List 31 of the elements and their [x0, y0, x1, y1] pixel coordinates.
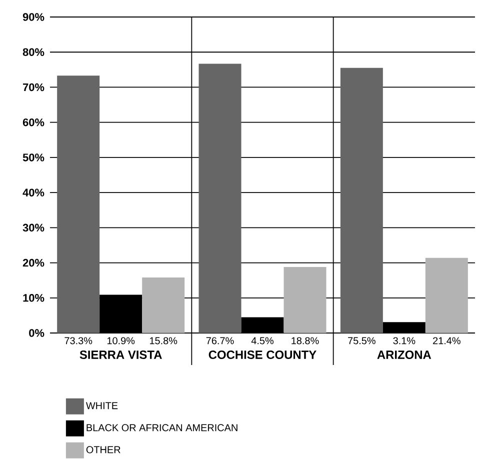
data-label: 21.4%: [433, 337, 460, 344]
data-label: 76.7%: [206, 337, 234, 344]
bar: [284, 266, 326, 333]
x-tick-label: ARIZONA: [377, 350, 432, 359]
data-label: 3.1%: [393, 337, 416, 344]
bar: [198, 64, 242, 333]
bar: [142, 278, 185, 333]
y-tick-label: 90%: [22, 13, 44, 21]
data-label: 75.5%: [348, 337, 376, 344]
x-tick-label: COCHISE COUNTY: [208, 350, 316, 359]
y-tick-label: 20%: [22, 258, 44, 267]
y-tick-label: 70%: [23, 83, 44, 92]
y-tick-label: 0%: [29, 329, 44, 337]
y-tick-label: 10%: [23, 294, 44, 302]
bar: [340, 68, 383, 333]
data-label: 10.9%: [107, 337, 135, 344]
y-tick-label: 60%: [22, 118, 44, 126]
data-label: 18.8%: [292, 337, 319, 344]
y-tick-label: 50%: [22, 154, 44, 162]
legend-label: WHITE: [86, 402, 118, 410]
bar: [57, 76, 100, 333]
data-label: 73.3%: [64, 337, 92, 344]
legend-label: BLACK OR AFRICAN AMERICAN: [86, 424, 238, 432]
data-label: 4.5%: [251, 337, 274, 344]
legend-label: OTHER: [86, 446, 120, 454]
y-tick-label: 80%: [22, 48, 44, 56]
y-tick-label: 30%: [22, 224, 44, 232]
y-tick-label: 40%: [22, 188, 44, 196]
x-tick-label: SIERRA VISTA: [80, 350, 162, 359]
bar: [425, 258, 468, 333]
data-label: 15.8%: [150, 337, 178, 344]
